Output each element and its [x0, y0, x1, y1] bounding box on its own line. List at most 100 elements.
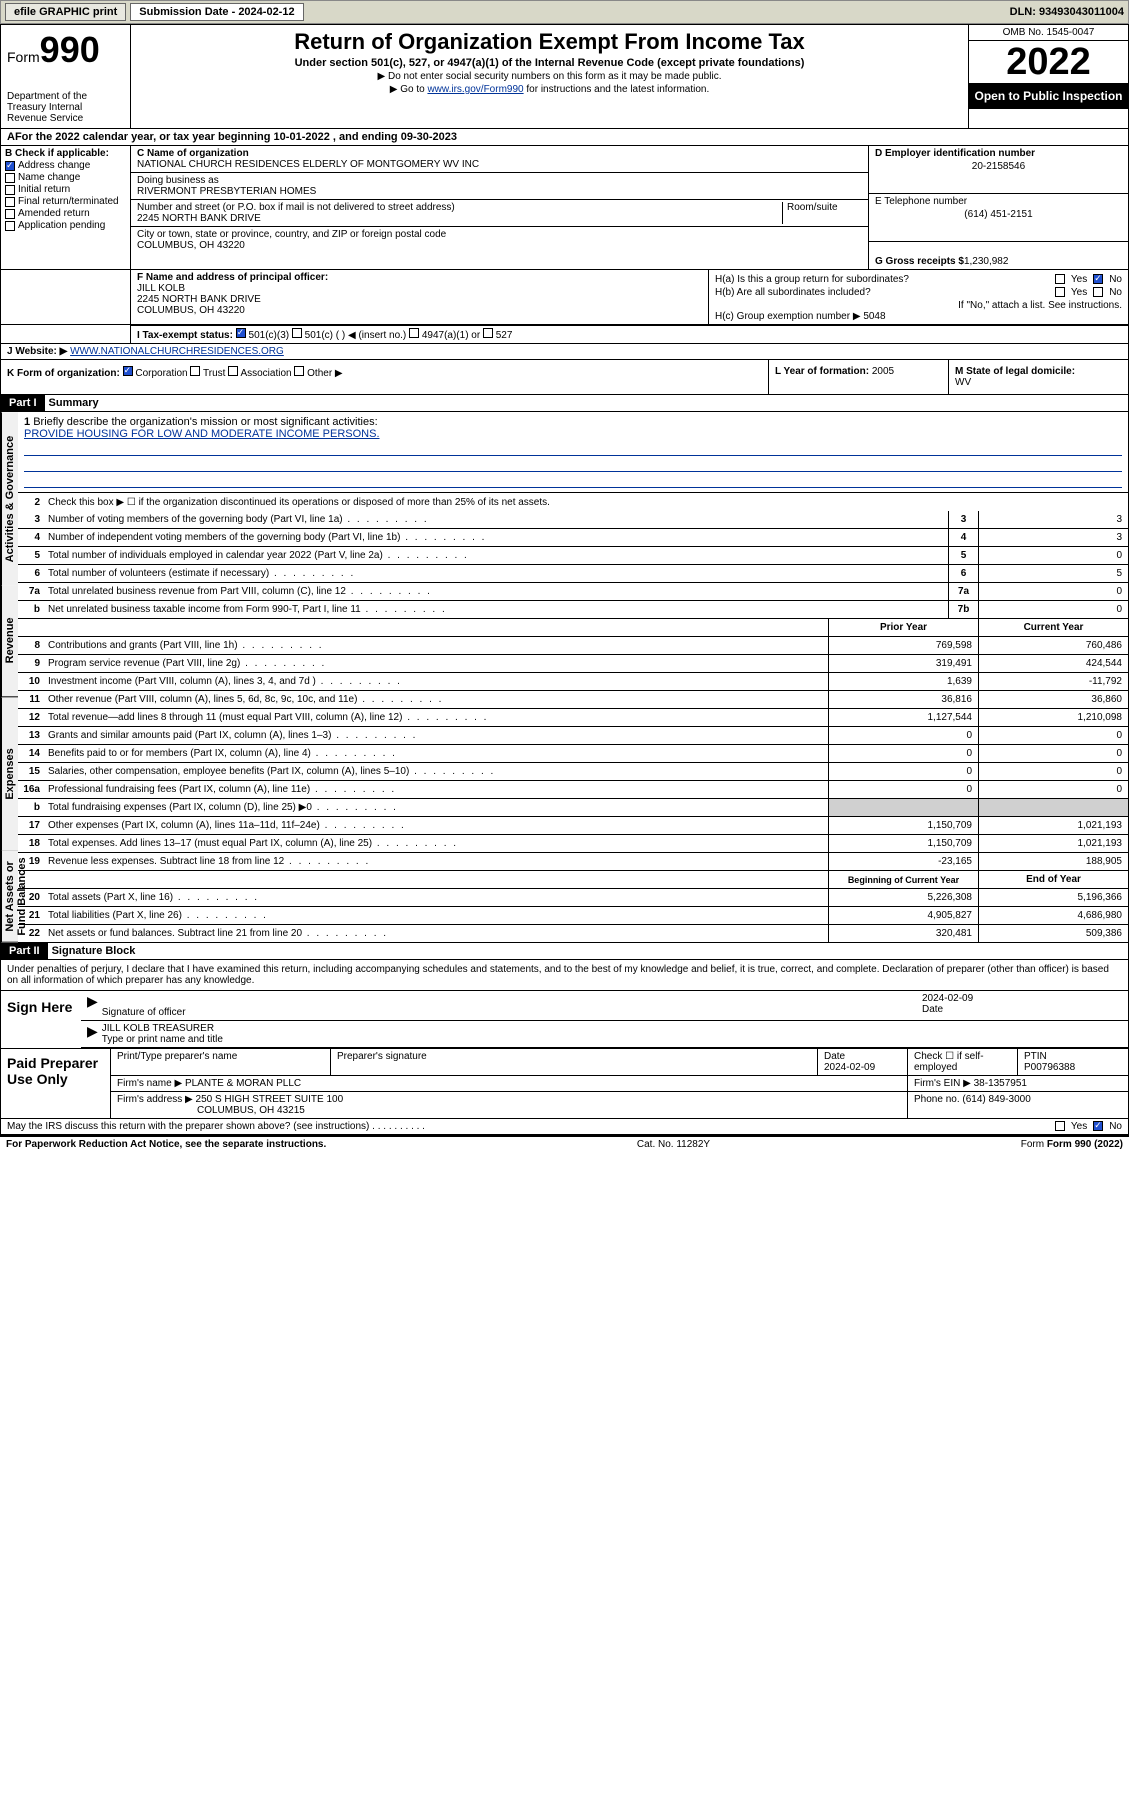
line-12-prior: 1,127,544: [828, 709, 978, 726]
form-label: Form: [7, 49, 40, 65]
k-assoc[interactable]: [228, 366, 238, 376]
line-22-prior: 320,481: [828, 925, 978, 942]
section-bcd: B Check if applicable: Address changeNam…: [0, 146, 1129, 270]
ha-label: H(a) Is this a group return for subordin…: [715, 274, 909, 285]
irs-link[interactable]: www.irs.gov/Form990: [427, 84, 523, 95]
dept-treasury: Department of the Treasury Internal Reve…: [7, 91, 124, 124]
gross-label: G Gross receipts $: [875, 256, 964, 267]
firm-name: PLANTE & MORAN PLLC: [185, 1078, 301, 1089]
i-4947[interactable]: [409, 328, 419, 338]
hb-no[interactable]: [1093, 287, 1103, 297]
efile-btn[interactable]: efile GRAPHIC print: [5, 3, 126, 21]
line-b-prior: [828, 799, 978, 816]
name-label: C Name of organization: [137, 148, 249, 159]
note-ssn: ▶ Do not enter social security numbers o…: [139, 71, 960, 82]
line-8-text: Contributions and grants (Part VIII, lin…: [44, 638, 828, 653]
prep-sig-hdr: Preparer's signature: [331, 1049, 818, 1075]
line-b-text: Total fundraising expenses (Part IX, col…: [44, 800, 828, 815]
line-1: 1 Briefly describe the organization's mi…: [18, 412, 1128, 493]
discuss-question: May the IRS discuss this return with the…: [7, 1121, 425, 1132]
line-5-val: 0: [978, 547, 1128, 564]
i-501c3[interactable]: [236, 328, 246, 338]
sig-declaration: Under penalties of perjury, I declare th…: [1, 960, 1128, 991]
line-8-current: 760,486: [978, 637, 1128, 654]
b-check-5[interactable]: [5, 221, 15, 231]
tax-year: 2022: [969, 41, 1128, 83]
b-check-1[interactable]: [5, 173, 15, 183]
form-title-block: Return of Organization Exempt From Incom…: [131, 25, 968, 128]
section-m: M State of legal domicile:WV: [948, 360, 1128, 394]
line-9-text: Program service revenue (Part VIII, line…: [44, 656, 828, 671]
hb-yes[interactable]: [1055, 287, 1065, 297]
line-19-current: 188,905: [978, 853, 1128, 870]
b-check-2[interactable]: [5, 185, 15, 195]
org-name: NATIONAL CHURCH RESIDENCES ELDERLY OF MO…: [137, 159, 479, 170]
line-6-text: Total number of volunteers (estimate if …: [44, 566, 948, 581]
ha-yes[interactable]: [1055, 274, 1065, 284]
line-b-text: Net unrelated business taxable income fr…: [44, 602, 948, 617]
paid-prep-label: Paid Preparer Use Only: [1, 1049, 111, 1118]
officer-label: F Name and address of principal officer:: [137, 272, 328, 283]
part1-body: Activities & Governance Revenue Expenses…: [0, 412, 1129, 943]
k-other[interactable]: [294, 366, 304, 376]
paid-preparer: Paid Preparer Use Only Print/Type prepar…: [1, 1048, 1128, 1118]
ha-no[interactable]: [1093, 274, 1103, 284]
line-11-prior: 36,816: [828, 691, 978, 708]
k-corp[interactable]: [123, 366, 133, 376]
ptin: P00796388: [1024, 1062, 1075, 1073]
line-21-prior: 4,905,827: [828, 907, 978, 924]
line-20-prior: 5,226,308: [828, 889, 978, 906]
b-check-0[interactable]: [5, 161, 15, 171]
line-6-box: 6: [948, 565, 978, 582]
line-17-prior: 1,150,709: [828, 817, 978, 834]
i-527[interactable]: [483, 328, 493, 338]
line-10-text: Investment income (Part VIII, column (A)…: [44, 674, 828, 689]
line-b-box: 7b: [948, 601, 978, 618]
line-2: Check this box ▶ ☐ if the organization d…: [44, 495, 1128, 510]
dba-name: RIVERMONT PRESBYTERIAN HOMES: [137, 186, 316, 197]
website-link[interactable]: WWW.NATIONALCHURCHRESIDENCES.ORG: [70, 346, 284, 357]
line-13-current: 0: [978, 727, 1128, 744]
line-4-text: Number of independent voting members of …: [44, 530, 948, 545]
signature-block: Under penalties of perjury, I declare th…: [0, 960, 1129, 1136]
line-11-current: 36,860: [978, 691, 1128, 708]
line-12-current: 1,210,098: [978, 709, 1128, 726]
line-17-current: 1,021,193: [978, 817, 1128, 834]
officer-name: JILL KOLB: [137, 283, 185, 294]
discuss-yes[interactable]: [1055, 1121, 1065, 1131]
k-trust[interactable]: [190, 366, 200, 376]
prior-year-hdr: Prior Year: [828, 619, 978, 636]
b-check-4[interactable]: [5, 209, 15, 219]
mission-text: PROVIDE HOUSING FOR LOW AND MODERATE INC…: [24, 428, 1122, 440]
footer-right: Form Form 990 (2022): [1021, 1139, 1123, 1150]
form-number: 990: [40, 29, 100, 70]
b-check-3[interactable]: [5, 197, 15, 207]
form-header: Form990 Department of the Treasury Inter…: [0, 24, 1129, 129]
i-501c[interactable]: [292, 328, 302, 338]
officer-addr1: 2245 NORTH BANK DRIVE: [137, 294, 261, 305]
b-label-2: Initial return: [18, 184, 70, 195]
line-5-text: Total number of individuals employed in …: [44, 548, 948, 563]
line-18-text: Total expenses. Add lines 13–17 (must eq…: [44, 836, 828, 851]
hc-label: H(c) Group exemption number ▶: [715, 311, 861, 322]
gross-value: 1,230,982: [964, 256, 1009, 267]
page-footer: For Paperwork Reduction Act Notice, see …: [0, 1136, 1129, 1152]
line-16a-current: 0: [978, 781, 1128, 798]
line-5-box: 5: [948, 547, 978, 564]
line-16a-prior: 0: [828, 781, 978, 798]
line-18-prior: 1,150,709: [828, 835, 978, 852]
phone-value: (614) 451-2151: [875, 209, 1122, 220]
tab-activities: Activities & Governance: [1, 412, 18, 585]
line-14-text: Benefits paid to or for members (Part IX…: [44, 746, 828, 761]
line-10-current: -11,792: [978, 673, 1128, 690]
section-fh: F Name and address of principal officer:…: [0, 270, 1129, 325]
city-state: COLUMBUS, OH 43220: [137, 240, 245, 251]
discuss-no[interactable]: [1093, 1121, 1103, 1131]
section-h: H(a) Is this a group return for subordin…: [708, 270, 1128, 324]
section-ij: I Tax-exempt status: 501(c)(3) 501(c) ( …: [0, 325, 1129, 360]
phone-label: E Telephone number: [875, 196, 967, 207]
line-16a-text: Professional fundraising fees (Part IX, …: [44, 782, 828, 797]
line-a: A For the 2022 calendar year, or tax yea…: [0, 129, 1129, 146]
line-21-current: 4,686,980: [978, 907, 1128, 924]
line-17-text: Other expenses (Part IX, column (A), lin…: [44, 818, 828, 833]
